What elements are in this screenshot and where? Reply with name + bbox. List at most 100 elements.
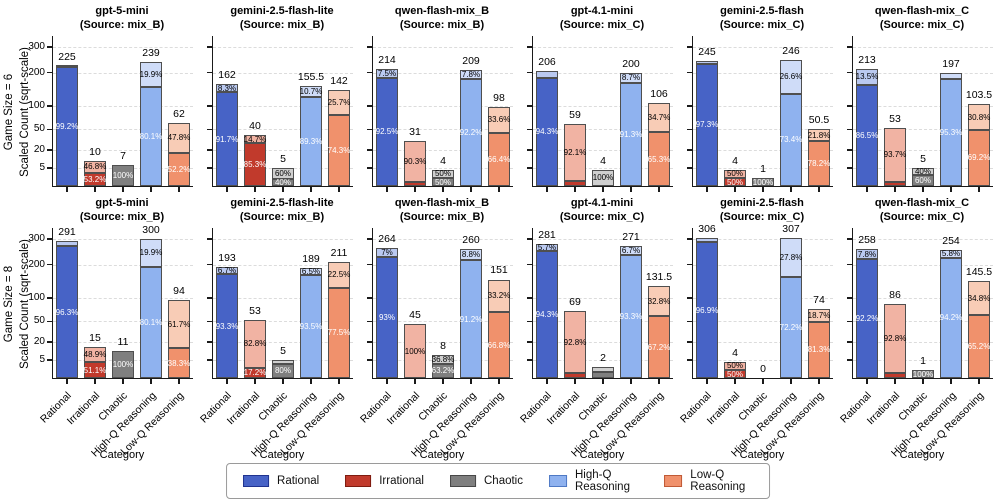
- x-axis-title-category: Category: [899, 449, 945, 461]
- segment-pct-label: 40%: [914, 167, 931, 177]
- subplot-title-model: gemini-2.5-flash-lite: [230, 5, 334, 17]
- bar-rational: 94.3% 5.7%: [536, 243, 558, 378]
- y-axis-label-row-1: Game Size = 6 Scaled Count (sqrt-scale): [2, 7, 34, 217]
- subplot-gpt-4-1-mini-row1: gpt-4.1-mini (Source: mix_C) 94.3% 206 92.1%…: [514, 0, 674, 192]
- segment-pct-label: 26.6%: [779, 72, 803, 82]
- subplot-title-source: (Source: mix_B): [399, 18, 485, 31]
- bar-segment-solid-irrational: 51.1%: [84, 362, 106, 378]
- y-axis-label-gamesize-6: Game Size = 6: [3, 73, 15, 151]
- gridline: [693, 321, 833, 323]
- segment-pct-label: 92.8%: [563, 337, 587, 347]
- y-tick-mark: [687, 149, 692, 151]
- x-tick-mark: [574, 187, 576, 192]
- y-tick-mark: [687, 71, 692, 74]
- y-tick-mark: [207, 105, 212, 107]
- subplot-title-source: (Source: mix_C): [719, 210, 805, 223]
- segment-pct-label: 91.7%: [215, 134, 239, 144]
- segment-pct-label: 92.2%: [459, 128, 483, 138]
- x-tick-mark: [94, 187, 96, 192]
- y-tick-mark: [47, 46, 52, 48]
- segment-pct-label: 6.7%: [217, 265, 237, 275]
- x-tick-mark: [338, 379, 340, 384]
- x-axis-title-category: Category: [259, 449, 305, 461]
- subplot-title-model: qwen-flash-mix_C: [874, 5, 970, 17]
- y-tick-mark: [847, 238, 852, 240]
- segment-pct-label: 53.2%: [83, 174, 107, 184]
- bar-segment-light-low-q-reasoning: 32.8%: [648, 286, 670, 317]
- segment-pct-label: 92.8%: [883, 333, 907, 343]
- bar-segment-solid-low-q-reasoning: 81.3%: [808, 321, 830, 378]
- y-tick-mark: [47, 359, 52, 361]
- x-tick-mark: [414, 379, 416, 384]
- x-tick-mark: [734, 187, 736, 192]
- x-tick-mark: [442, 187, 444, 192]
- bar-segment-solid-high-q-reasoning: 93.3%: [620, 254, 642, 378]
- bar-low-q-reasoning: 69.2% 30.8%: [968, 104, 990, 186]
- y-tick-mark: [527, 46, 532, 48]
- bar-segment-light-high-q-reasoning: 7.8%: [460, 70, 482, 80]
- x-tick-mark: [150, 379, 152, 384]
- bar-segment-light-high-q-reasoning: 6.7%: [620, 246, 642, 255]
- legend-item-chaotic: Chaotic: [449, 475, 523, 487]
- gridline: [693, 72, 833, 74]
- y-tick-mark: [207, 149, 212, 151]
- bar-total-label: 291: [58, 226, 76, 239]
- plot-area: 91.7% 8.3% 162 85.3% 14.7% 40 40% 60% 5 89.3% 10.7…: [207, 36, 353, 192]
- x-tick-mark: [762, 187, 764, 192]
- bar-total-label: 69: [569, 296, 581, 309]
- gridline: [693, 150, 833, 152]
- legend-swatch-low-q: [663, 475, 683, 487]
- segment-pct-label: 95.3%: [939, 127, 963, 137]
- plot-area: 96.9% 306 50% 50% 4 0 72.2% 27.8% 307 81.3% 18.7% 7…: [687, 223, 833, 384]
- subplot-title-model: gpt-4.1-mini: [570, 5, 634, 17]
- x-tick-mark: [226, 187, 228, 192]
- y-tick-mark: [847, 341, 852, 343]
- gridline: [533, 239, 673, 241]
- bar-segment-solid-high-q-reasoning: 92.2%: [460, 79, 482, 186]
- x-tick-mark: [282, 187, 284, 192]
- y-tick-mark: [687, 167, 692, 169]
- segment-pct-label: 6.5%: [301, 266, 321, 276]
- segment-pct-label: 74.3%: [327, 146, 351, 156]
- subplot-title-source: (Source: mix_B): [79, 18, 165, 31]
- bar-segment-solid-high-q-reasoning: 80.1%: [140, 86, 162, 186]
- bar-segment-solid-low-q-reasoning: 65.3%: [648, 132, 670, 186]
- bar-high-q-reasoning: 93.3% 6.7%: [620, 246, 642, 378]
- bar-high-q-reasoning: 89.3% 10.7%: [300, 86, 322, 186]
- gridline: [693, 360, 833, 362]
- segment-pct-label: 100%: [592, 173, 614, 183]
- bar-segment-solid-irrational: 85.3%: [244, 142, 266, 186]
- y-tick-mark: [847, 71, 852, 74]
- bar-segment-solid-irrational: [564, 181, 586, 186]
- bar-high-q-reasoning: 72.2% 27.8%: [780, 237, 802, 378]
- bar-segment-solid-irrational: [884, 182, 906, 186]
- bar-segment-solid-rational: 94.3%: [536, 77, 558, 186]
- gridline: [853, 47, 993, 49]
- bar-segment-light-rational: [696, 237, 718, 243]
- bar-total-label: 213: [858, 53, 876, 66]
- bar-total-label: 53: [249, 304, 261, 317]
- bar-irrational: 90.3%: [404, 141, 426, 186]
- bar-segment-solid-rational: 96.3%: [56, 246, 78, 378]
- x-tick-mark: [282, 379, 284, 384]
- gridline: [533, 150, 673, 152]
- gridline: [53, 47, 193, 49]
- gridline: [53, 264, 193, 266]
- bar-chaotic: 100%: [112, 164, 134, 186]
- segment-pct-label: 60%: [274, 168, 291, 178]
- bar-segment-light-irrational: 46.8%: [84, 160, 106, 173]
- gridline: [53, 342, 193, 344]
- bar-irrational: 93.7%: [884, 127, 906, 186]
- bar-segment-solid-low-q-reasoning: 52.2%: [168, 153, 190, 186]
- gridline: [373, 297, 513, 299]
- bar-low-q-reasoning: 78.2% 21.8%: [808, 129, 830, 186]
- bar-total-label: 0: [760, 363, 766, 375]
- bar-segment-light-chaotic: 50%: [432, 169, 454, 178]
- segment-pct-label: 100%: [112, 360, 134, 370]
- bar-total-label: 2: [600, 351, 606, 364]
- y-tick-mark: [687, 359, 692, 361]
- x-axis-title-category: Category: [739, 449, 785, 461]
- bar-high-q-reasoning: 93.5% 6.5%: [300, 266, 322, 378]
- x-tick-mark: [498, 379, 500, 384]
- x-tick-mark: [630, 187, 632, 192]
